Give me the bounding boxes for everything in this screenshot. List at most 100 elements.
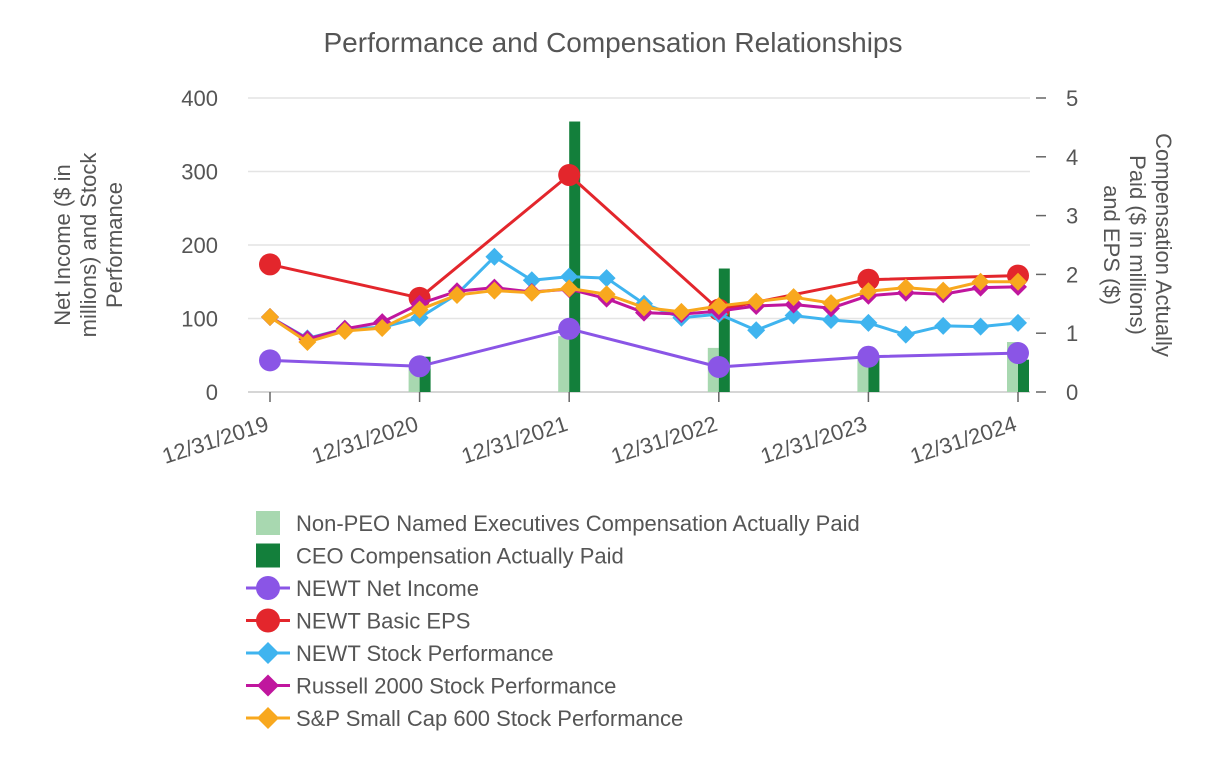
legend-label: NEWT Stock Performance	[296, 641, 554, 666]
y-left-tick-label: 200	[181, 233, 218, 258]
newt-net-income-point	[1007, 342, 1029, 365]
sandp-small-cap-600-stock-performance-point	[522, 283, 541, 302]
sandp-small-cap-600-stock-performance-point	[410, 300, 429, 319]
sandp-small-cap-600-stock-performance-point	[560, 279, 579, 298]
sandp-small-cap-600-stock-performance-point	[597, 285, 616, 304]
y-left-axis-title-line: millions) and Stock	[76, 152, 101, 338]
sandp-small-cap-600-stock-performance-point	[859, 282, 878, 301]
sandp-small-cap-600-stock-performance-point	[335, 321, 354, 340]
legend-label: Non-PEO Named Executives Compensation Ac…	[296, 511, 860, 536]
legend-marker	[256, 576, 280, 600]
chart-title: Performance and Compensation Relationshi…	[324, 27, 903, 58]
y-right-axis-title-line: and EPS ($)	[1099, 185, 1124, 305]
newt-net-income-point	[857, 345, 880, 368]
legend-marker	[257, 642, 279, 664]
ceo-compensation-actually-paid-bar	[718, 268, 730, 392]
non-peo-named-executives-compensation-actually-paid-bar	[408, 365, 420, 392]
legend-item-newt-net-income: NEWT Net Income	[246, 576, 479, 601]
y-right-axis-title-line: Paid ($ in millions)	[1125, 155, 1150, 335]
sandp-small-cap-600-stock-performance-point	[373, 319, 392, 338]
legend-item-russell-2000-stock-performance: Russell 2000 Stock Performance	[246, 674, 616, 699]
legend-label: S&P Small Cap 600 Stock Performance	[296, 706, 683, 731]
newt-net-income-point	[558, 317, 581, 340]
y-left-tick-label: 0	[206, 380, 218, 405]
y-left-tick-label: 100	[181, 307, 218, 332]
y-right-tick-label: 0	[1066, 380, 1078, 405]
newt-stock-performance-point	[859, 313, 878, 332]
x-tick-label: 12/31/2019	[159, 411, 271, 469]
x-tick-label: 12/31/2024	[907, 411, 1019, 469]
newt-basic-eps-line	[269, 173, 1019, 312]
sandp-small-cap-600-stock-performance-point	[971, 272, 990, 291]
sandp-small-cap-600-stock-performance-point	[784, 288, 803, 307]
legend-marker	[257, 707, 279, 729]
newt-stock-performance-point	[522, 271, 541, 290]
newt-basic-eps-point	[857, 268, 880, 291]
y-right-tick-label: 3	[1066, 204, 1078, 229]
ceo-compensation-actually-paid-bar	[868, 356, 880, 392]
legend-item-newt-stock-performance: NEWT Stock Performance	[246, 641, 554, 666]
y-right-tick-label: 5	[1066, 86, 1078, 111]
non-peo-named-executives-compensation-actually-paid-bar	[857, 356, 869, 392]
legend-label: NEWT Net Income	[296, 576, 479, 601]
newt-stock-performance-point	[896, 325, 915, 344]
legend-marker	[256, 608, 280, 633]
legend-item-sandp-small-cap-600-stock-performance: S&P Small Cap 600 Stock Performance	[246, 706, 683, 731]
legend-label: CEO Compensation Actually Paid	[296, 544, 624, 569]
sandp-small-cap-600-stock-performance-point	[934, 281, 953, 300]
y-left-tick-label: 400	[181, 86, 218, 111]
y-left-tick-label: 300	[181, 160, 218, 185]
newt-net-income-line	[269, 327, 1019, 369]
non-peo-named-executives-compensation-actually-paid-bar	[558, 336, 570, 392]
newt-stock-performance-point	[971, 317, 990, 336]
ceo-compensation-actually-paid-bar	[1018, 359, 1029, 392]
sandp-small-cap-600-stock-performance-point	[672, 302, 691, 321]
ceo-compensation-actually-paid-bar	[569, 121, 581, 393]
legend-label: Russell 2000 Stock Performance	[296, 674, 616, 699]
legend-swatch	[256, 511, 280, 535]
y-right-tick-label: 1	[1066, 321, 1078, 346]
legend-swatch	[256, 543, 280, 568]
sandp-small-cap-600-stock-performance-point	[747, 292, 766, 311]
legend-marker	[257, 674, 279, 697]
newt-basic-eps-point	[558, 164, 581, 187]
y-left-axis-title-line: Performance	[102, 182, 127, 308]
newt-net-income-point	[259, 349, 281, 372]
non-peo-named-executives-compensation-actually-paid-bar	[1007, 342, 1018, 392]
y-right-tick-label: 4	[1066, 145, 1078, 170]
sandp-small-cap-600-stock-performance-point	[896, 278, 915, 297]
newt-net-income-point	[707, 356, 730, 379]
sandp-small-cap-600-stock-performance-point	[822, 294, 840, 313]
newt-stock-performance-point	[485, 247, 504, 266]
sandp-small-cap-600-stock-performance-point	[261, 308, 279, 327]
newt-net-income-point	[408, 355, 431, 378]
newt-basic-eps-point	[259, 253, 281, 276]
sandp-small-cap-600-stock-performance-point	[709, 297, 728, 316]
newt-stock-performance-point	[560, 267, 579, 286]
newt-stock-performance-point	[747, 321, 766, 340]
x-tick-label: 12/31/2021	[458, 411, 570, 469]
newt-stock-performance-point	[822, 310, 840, 329]
x-tick-label: 12/31/2020	[309, 411, 421, 469]
y-right-tick-label: 2	[1066, 262, 1078, 287]
y-left-axis-title: Net Income ($ in millions) and Stock Perfo…	[50, 152, 127, 338]
legend-label: NEWT Basic EPS	[296, 609, 470, 634]
x-tick-label: 12/31/2023	[757, 411, 869, 469]
newt-stock-performance-point	[784, 306, 803, 325]
y-left-axis-title-line: Net Income ($ in	[50, 164, 75, 325]
sandp-small-cap-600-stock-performance-point	[1009, 272, 1027, 291]
newt-stock-performance-point	[934, 316, 953, 335]
legend-item-ceo-compensation-actually-paid: CEO Compensation Actually Paid	[256, 543, 624, 569]
newt-stock-performance-point	[1009, 313, 1027, 332]
legend-item-non-peo-named-executives-compensation-actually-paid: Non-PEO Named Executives Compensation Ac…	[256, 511, 860, 536]
newt-stock-performance-point	[597, 269, 616, 288]
line-series	[259, 164, 1029, 379]
x-tick-label: 12/31/2022	[608, 411, 720, 469]
sandp-small-cap-600-stock-performance-point	[635, 298, 653, 317]
legend: Non-PEO Named Executives Compensation Ac…	[246, 511, 860, 731]
sandp-small-cap-600-stock-performance-point	[485, 281, 504, 300]
y-right-axis-title-line: Compensation Actually	[1151, 133, 1176, 357]
sandp-small-cap-600-stock-performance-point	[448, 285, 466, 304]
